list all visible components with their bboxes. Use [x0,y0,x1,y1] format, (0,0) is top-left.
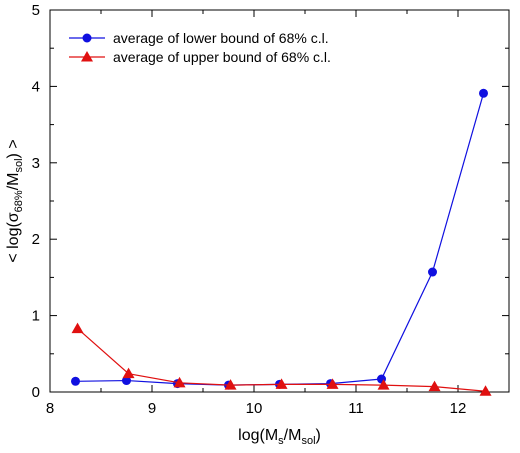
x-tick-label: 10 [246,400,263,417]
legend-label: average of lower bound of 68% c.l. [113,30,329,46]
x-axis-title: log(Ms/Msol) [238,427,321,447]
y-tick-label: 3 [32,155,40,172]
series-2-point [377,379,390,390]
series-2-point [275,378,288,389]
legend-marker [82,33,92,43]
x-tick-label: 12 [450,400,467,417]
series-2-point [71,322,84,334]
x-tick-label: 11 [348,400,364,417]
series-2-point [479,385,492,396]
series-2-point [428,380,441,392]
y-tick-label: 4 [32,78,40,95]
y-tick-label: 5 [32,2,40,19]
legend-label: average of upper bound of 68% c.l. [113,49,331,65]
series-2-point [122,367,135,379]
series-layer [71,88,492,396]
series-1-point [428,267,437,277]
series-2-point [173,376,186,388]
series-2 [71,322,492,396]
series-1 [71,88,488,390]
y-axis-title: < log(σ68%/Msol) > [5,139,25,262]
series-1-point [479,88,488,98]
series-2-point [224,379,237,390]
series-1-point [71,376,80,386]
series-1-line [75,93,485,386]
series-1-point [122,376,131,386]
x-tick-label: 8 [46,400,54,417]
x-tick-label: 9 [148,400,156,417]
y-tick-label: 2 [32,231,40,248]
y-tick-label: 0 [32,384,40,401]
legend: average of lower bound of 68% c.l. averag… [69,30,331,65]
series-2-point [326,378,339,389]
y-tick-label: 1 [32,308,40,325]
legend-marker [81,51,93,62]
plot-frame [49,9,510,393]
axis-ticks [49,9,509,393]
